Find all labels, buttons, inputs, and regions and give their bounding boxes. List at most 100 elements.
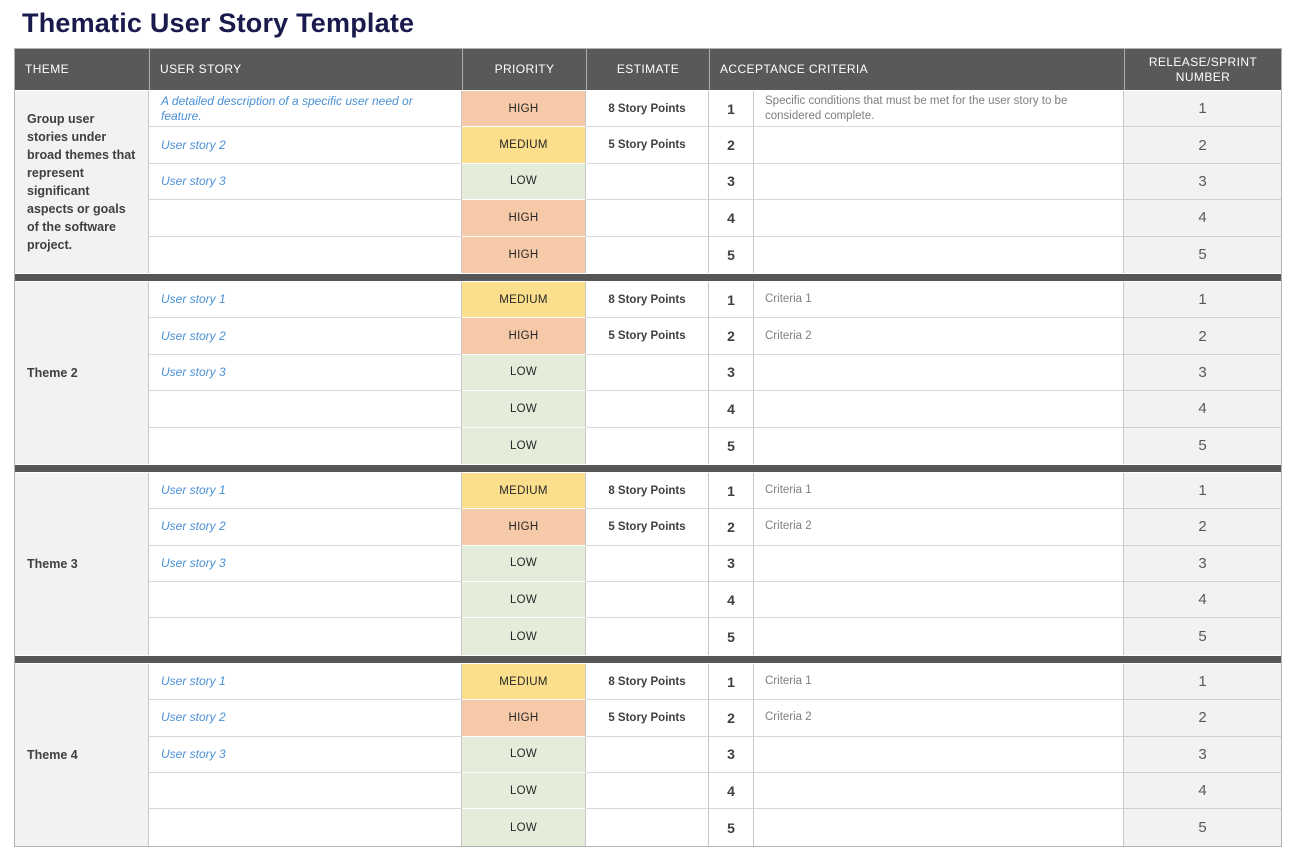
release-sprint-cell[interactable]: 5 (1124, 427, 1281, 464)
criteria-number-cell[interactable]: 5 (709, 809, 754, 846)
user-story-cell[interactable]: User story 1 (149, 472, 462, 510)
release-sprint-cell[interactable]: 4 (1124, 582, 1281, 619)
priority-cell[interactable]: MEDIUM (462, 472, 586, 510)
acceptance-criteria-cell[interactable] (754, 427, 1124, 464)
acceptance-criteria-cell[interactable] (754, 545, 1124, 583)
estimate-cell[interactable] (586, 427, 709, 464)
estimate-cell[interactable] (586, 809, 709, 846)
estimate-cell[interactable]: 8 Story Points (586, 281, 709, 319)
estimate-cell[interactable]: 8 Story Points (586, 472, 709, 510)
theme-cell[interactable]: Theme 4 (15, 663, 149, 846)
user-story-cell[interactable]: User story 2 (149, 700, 462, 737)
acceptance-criteria-cell[interactable]: Criteria 2 (754, 318, 1124, 355)
criteria-number-cell[interactable]: 5 (709, 427, 754, 464)
estimate-cell[interactable] (586, 736, 709, 774)
release-sprint-cell[interactable]: 1 (1124, 472, 1281, 510)
criteria-number-cell[interactable]: 5 (709, 618, 754, 655)
release-sprint-cell[interactable]: 3 (1124, 736, 1281, 774)
priority-cell[interactable]: LOW (462, 736, 586, 774)
priority-cell[interactable]: MEDIUM (462, 663, 586, 701)
release-sprint-cell[interactable]: 5 (1124, 809, 1281, 846)
criteria-number-cell[interactable]: 5 (709, 236, 754, 273)
priority-cell[interactable]: HIGH (462, 200, 586, 237)
criteria-number-cell[interactable]: 4 (709, 582, 754, 619)
acceptance-criteria-cell[interactable] (754, 773, 1124, 810)
user-story-cell[interactable]: User story 3 (149, 545, 462, 583)
release-sprint-cell[interactable]: 1 (1124, 281, 1281, 319)
priority-cell[interactable]: HIGH (462, 91, 586, 128)
acceptance-criteria-cell[interactable] (754, 236, 1124, 273)
acceptance-criteria-cell[interactable]: Criteria 1 (754, 472, 1124, 510)
estimate-cell[interactable] (586, 163, 709, 201)
priority-cell[interactable]: HIGH (462, 509, 586, 546)
estimate-cell[interactable] (586, 618, 709, 655)
user-story-cell[interactable]: User story 2 (149, 127, 462, 164)
user-story-cell[interactable] (149, 236, 462, 273)
estimate-cell[interactable]: 8 Story Points (586, 663, 709, 701)
acceptance-criteria-cell[interactable]: Criteria 2 (754, 509, 1124, 546)
user-story-cell[interactable]: User story 1 (149, 663, 462, 701)
acceptance-criteria-cell[interactable]: Criteria 1 (754, 663, 1124, 701)
user-story-cell[interactable] (149, 773, 462, 810)
acceptance-criteria-cell[interactable] (754, 809, 1124, 846)
acceptance-criteria-cell[interactable] (754, 127, 1124, 164)
release-sprint-cell[interactable]: 2 (1124, 509, 1281, 546)
user-story-cell[interactable] (149, 200, 462, 237)
release-sprint-cell[interactable]: 5 (1124, 236, 1281, 273)
release-sprint-cell[interactable]: 4 (1124, 773, 1281, 810)
acceptance-criteria-cell[interactable] (754, 354, 1124, 392)
criteria-number-cell[interactable]: 3 (709, 163, 754, 201)
release-sprint-cell[interactable]: 2 (1124, 318, 1281, 355)
estimate-cell[interactable]: 5 Story Points (586, 700, 709, 737)
release-sprint-cell[interactable]: 2 (1124, 700, 1281, 737)
priority-cell[interactable]: MEDIUM (462, 127, 586, 164)
acceptance-criteria-cell[interactable] (754, 736, 1124, 774)
criteria-number-cell[interactable]: 1 (709, 281, 754, 319)
acceptance-criteria-cell[interactable]: Criteria 1 (754, 281, 1124, 319)
priority-cell[interactable]: HIGH (462, 236, 586, 273)
acceptance-criteria-cell[interactable] (754, 618, 1124, 655)
estimate-cell[interactable] (586, 582, 709, 619)
priority-cell[interactable]: LOW (462, 582, 586, 619)
priority-cell[interactable]: LOW (462, 163, 586, 201)
criteria-number-cell[interactable]: 3 (709, 736, 754, 774)
priority-cell[interactable]: MEDIUM (462, 281, 586, 319)
priority-cell[interactable]: LOW (462, 427, 586, 464)
criteria-number-cell[interactable]: 1 (709, 663, 754, 701)
release-sprint-cell[interactable]: 3 (1124, 354, 1281, 392)
criteria-number-cell[interactable]: 4 (709, 391, 754, 428)
release-sprint-cell[interactable]: 3 (1124, 545, 1281, 583)
criteria-number-cell[interactable]: 4 (709, 773, 754, 810)
user-story-cell[interactable] (149, 427, 462, 464)
user-story-cell[interactable]: User story 3 (149, 354, 462, 392)
release-sprint-cell[interactable]: 1 (1124, 663, 1281, 701)
user-story-cell[interactable]: User story 2 (149, 318, 462, 355)
estimate-cell[interactable] (586, 545, 709, 583)
criteria-number-cell[interactable]: 2 (709, 509, 754, 546)
estimate-cell[interactable] (586, 391, 709, 428)
priority-cell[interactable]: LOW (462, 354, 586, 392)
theme-cell[interactable]: Theme 3 (15, 472, 149, 655)
priority-cell[interactable]: LOW (462, 545, 586, 583)
theme-cell[interactable]: Theme 2 (15, 281, 149, 464)
estimate-cell[interactable] (586, 773, 709, 810)
acceptance-criteria-cell[interactable] (754, 391, 1124, 428)
release-sprint-cell[interactable]: 2 (1124, 127, 1281, 164)
estimate-cell[interactable] (586, 200, 709, 237)
user-story-cell[interactable]: User story 2 (149, 509, 462, 546)
estimate-cell[interactable]: 5 Story Points (586, 318, 709, 355)
criteria-number-cell[interactable]: 1 (709, 91, 754, 128)
criteria-number-cell[interactable]: 1 (709, 472, 754, 510)
priority-cell[interactable]: HIGH (462, 318, 586, 355)
release-sprint-cell[interactable]: 5 (1124, 618, 1281, 655)
acceptance-criteria-cell[interactable] (754, 200, 1124, 237)
user-story-cell[interactable]: A detailed description of a specific use… (149, 91, 462, 128)
release-sprint-cell[interactable]: 4 (1124, 200, 1281, 237)
user-story-cell[interactable] (149, 618, 462, 655)
user-story-cell[interactable]: User story 3 (149, 736, 462, 774)
acceptance-criteria-cell[interactable]: Specific conditions that must be met for… (754, 91, 1124, 128)
release-sprint-cell[interactable]: 1 (1124, 91, 1281, 128)
estimate-cell[interactable] (586, 236, 709, 273)
acceptance-criteria-cell[interactable] (754, 582, 1124, 619)
user-story-cell[interactable]: User story 1 (149, 281, 462, 319)
